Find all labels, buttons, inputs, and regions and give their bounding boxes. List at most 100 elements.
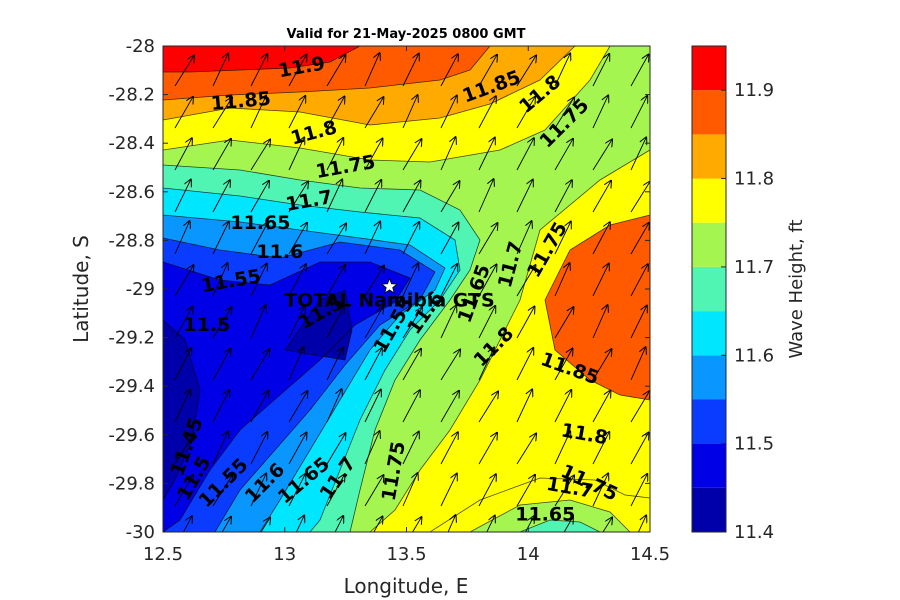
- vector-arrow: [516, 265, 536, 297]
- y-tick-label: -29: [126, 279, 155, 300]
- colorbar-tick-label: 11.5: [734, 434, 774, 455]
- vector-arrow: [174, 180, 191, 213]
- vector-arrow: [630, 391, 650, 423]
- vector-arrow: [174, 265, 194, 297]
- vector-arrow: [364, 348, 382, 381]
- vector-arrow: [250, 305, 266, 339]
- vector-arrow: [250, 222, 268, 255]
- vector-arrow: [174, 475, 193, 507]
- vector-arrow: [250, 473, 266, 507]
- vector-arrow: [630, 96, 647, 129]
- colorbar-band: [692, 443, 726, 488]
- vector-arrow: [592, 473, 608, 507]
- vector-arrow: [554, 390, 571, 423]
- vector-arrow: [478, 474, 496, 507]
- vector-arrow: [440, 474, 457, 507]
- vector-arrow: [478, 55, 497, 87]
- vector-arrow: [440, 96, 457, 129]
- vector-arrow: [250, 140, 270, 171]
- vector-arrow: [630, 223, 649, 255]
- y-axis-label: Latitude, S: [69, 235, 93, 343]
- colorbar-band: [692, 311, 726, 356]
- vector-arrow: [326, 348, 343, 381]
- vector-arrow: [326, 265, 345, 297]
- vector-arrow: [478, 433, 497, 465]
- colorbar-frame: [691, 45, 727, 533]
- vector-arrow: [212, 180, 230, 213]
- vector-arrow: [326, 224, 346, 255]
- vector-arrow: [630, 474, 647, 507]
- x-tick-label: 14.5: [630, 544, 670, 565]
- vector-arrow: [402, 390, 420, 423]
- vector-arrow: [440, 181, 460, 213]
- vector-arrow: [402, 54, 419, 87]
- y-tick-label: -29.6: [108, 425, 155, 446]
- vector-arrow: [250, 95, 266, 129]
- vector-arrow: [182, 516, 192, 532]
- vector-arrow: [402, 349, 421, 381]
- colorbar-band: [692, 487, 726, 532]
- vector-arrow: [516, 138, 534, 171]
- contour-lines: [163, 46, 650, 532]
- station-marker: TOTAL Namibia GTS: [284, 277, 495, 312]
- x-tick-label: 12.5: [143, 544, 183, 565]
- colorbar-tick-label: 11.7: [734, 257, 774, 278]
- colorbar-tick-label: 11.6: [734, 345, 774, 366]
- vector-arrow: [174, 56, 194, 87]
- vector-arrow: [592, 54, 609, 87]
- vector-arrow: [516, 180, 533, 213]
- vector-arrow: [326, 55, 346, 87]
- vector-arrow: [402, 432, 419, 465]
- vector-arrow: [554, 307, 574, 339]
- vector-arrow: [212, 390, 229, 423]
- vector-arrow: [554, 139, 573, 171]
- vector-arrow: [250, 264, 267, 297]
- vector-arrow: [630, 347, 646, 381]
- vector-arrow: [250, 181, 269, 213]
- vector-arrow: [592, 432, 609, 465]
- vector-arrow: [212, 53, 228, 87]
- y-tick-label: -28: [126, 36, 155, 57]
- vector-arrow: [364, 390, 381, 423]
- vector-arrow: [554, 431, 570, 465]
- vector-arrow: [174, 307, 193, 339]
- vector-arrow: [288, 223, 307, 255]
- vector-arrow: [440, 223, 459, 255]
- vector-arrow: [288, 264, 306, 297]
- vector-arrow: [524, 516, 534, 532]
- contour-label: 11.6: [256, 241, 303, 263]
- vector-arrow: [364, 475, 384, 507]
- colorbar-band: [692, 399, 726, 444]
- vector-arrow: [250, 391, 269, 423]
- station-star-icon: [380, 277, 399, 294]
- vector-arrow: [212, 222, 229, 255]
- vector-arrow: [440, 432, 458, 465]
- vector-arrow: [402, 263, 418, 297]
- y-tick-label: -28.6: [108, 182, 155, 203]
- vector-arrow: [250, 54, 267, 87]
- station-label: TOTAL Namibia GTS: [284, 290, 495, 312]
- vector-arrow: [630, 182, 650, 213]
- vector-arrow: [554, 53, 570, 87]
- vector-arrow: [630, 264, 648, 297]
- vector-arrow: [364, 431, 380, 465]
- vector-arrow: [288, 55, 307, 87]
- vector-arrow: [288, 96, 305, 129]
- contour-label: 11.85: [210, 88, 272, 115]
- colorbar-tick-label: 11.4: [734, 522, 774, 543]
- vector-arrow: [440, 137, 456, 171]
- vector-arrow: [364, 266, 384, 297]
- vector-arrow: [592, 264, 609, 297]
- y-tick-label: -28.4: [108, 133, 155, 154]
- band-11.4-center: [285, 290, 352, 360]
- vector-arrow: [630, 137, 646, 171]
- vector-arrow: [516, 221, 532, 255]
- colorbar-tick-label: 11.8: [734, 169, 774, 190]
- vector-arrow: [221, 517, 231, 532]
- vector-arrow: [554, 349, 573, 381]
- vector-arrow: [364, 97, 384, 129]
- chart-title: Valid for 21-May-2025 0800 GMT: [287, 27, 526, 42]
- y-axis: -28 -28.2 -28.4 -28.6 -28.8 -29 -29.2 -29.4 -29.…: [108, 36, 650, 543]
- vector-arrow: [440, 305, 456, 339]
- contour-label: 11.65: [515, 503, 575, 525]
